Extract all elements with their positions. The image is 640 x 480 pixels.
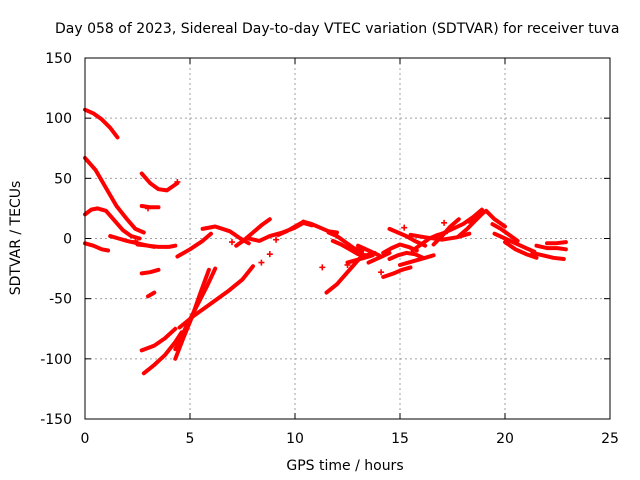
data-arc (173, 266, 218, 352)
data-point (273, 236, 280, 243)
data-arc (135, 242, 178, 249)
data-arc (83, 241, 111, 253)
data-arc (492, 231, 537, 254)
data-point (401, 224, 408, 231)
data-arc (83, 155, 146, 235)
data-arc (440, 207, 484, 236)
x-tick-labels: 0 5 10 15 20 25 (81, 431, 619, 447)
data-point (258, 259, 265, 266)
data-arc (545, 240, 568, 246)
data-arc (234, 217, 272, 248)
data-arc (146, 290, 157, 299)
x-axis-label: GPS time / hours (286, 458, 403, 474)
data-point (132, 237, 139, 244)
y-tick-label: -100 (40, 352, 72, 368)
y-axis-label: SDTVAR / TECUs (8, 181, 24, 296)
data-arc (141, 330, 184, 376)
data-arc (534, 243, 568, 252)
data-arc (467, 208, 507, 229)
y-tick-label: 50 (54, 171, 72, 187)
data-arc (356, 243, 381, 258)
data-layer (83, 107, 568, 376)
data-point (319, 264, 326, 271)
y-tick-label: 150 (45, 51, 72, 67)
data-arc (387, 226, 428, 248)
data-arc (381, 265, 413, 279)
data-arc (83, 107, 120, 140)
data-arc (387, 250, 426, 261)
data-arc (177, 264, 255, 330)
y-tick-label: -150 (40, 412, 72, 428)
x-tick-label: 5 (186, 431, 195, 447)
chart-title: Day 058 of 2023, Sidereal Day-to-day VTE… (55, 21, 619, 37)
data-arc (530, 250, 566, 261)
y-tick-label: -50 (49, 292, 72, 308)
data-arc (276, 219, 306, 237)
data-arc (139, 204, 161, 210)
data-point (266, 251, 273, 258)
data-arc (345, 253, 375, 265)
data-point (145, 205, 151, 212)
data-point (344, 261, 351, 268)
y-tick-labels: -150 -100 -50 0 50 100 150 (40, 51, 72, 428)
y-tick-label: 0 (63, 232, 72, 248)
data-arc (324, 255, 363, 295)
data-arc (139, 267, 161, 276)
data-arc (83, 206, 142, 241)
data-point (378, 269, 385, 276)
data-arc (139, 171, 180, 193)
data-arc (326, 230, 365, 254)
data-arc (175, 231, 213, 259)
data-arc (381, 242, 419, 255)
y-tick-label: 100 (45, 111, 72, 127)
data-point (174, 178, 181, 185)
x-tick-label: 25 (601, 431, 619, 447)
data-arc (366, 250, 392, 265)
x-tick-label: 0 (81, 431, 90, 447)
data-point (229, 239, 235, 246)
x-tick-label: 20 (496, 431, 514, 447)
data-arc (398, 253, 436, 267)
x-tick-label: 15 (391, 431, 409, 447)
data-arc (490, 222, 520, 243)
data-point (441, 219, 448, 226)
tick-layer (84, 57, 611, 420)
x-tick-label: 10 (286, 431, 304, 447)
data-arc (503, 240, 539, 260)
data-arc (139, 326, 178, 353)
